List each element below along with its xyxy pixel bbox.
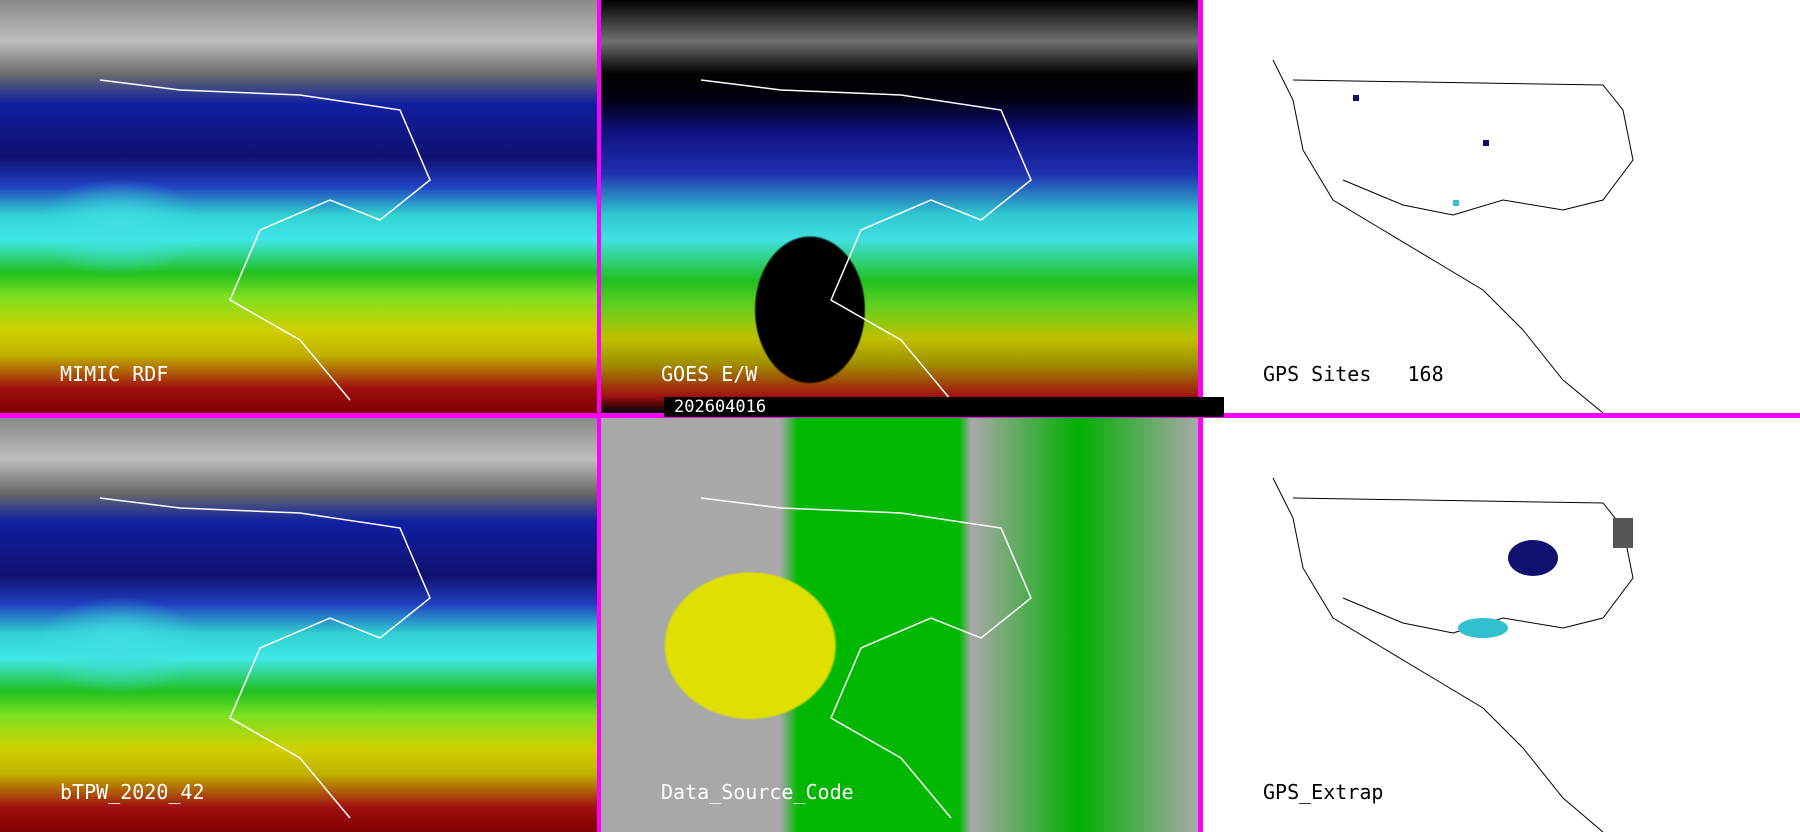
map-outline-overlay: [700, 79, 1032, 401]
map-outline-overlay: [99, 497, 431, 819]
map-outline: [1272, 59, 1634, 413]
map-outline-overlay: [99, 79, 431, 401]
panel-label: bTPW_2020_42: [60, 780, 205, 804]
goes-panel: GOES E/W: [601, 0, 1198, 413]
gps-extrap-panel: GPS_Extrap: [1203, 418, 1800, 832]
mimic-rdf-panel: MIMIC RDF: [0, 0, 597, 413]
data-source-code-panel: Data_Source_Code: [601, 418, 1198, 832]
panel-label: Data_Source_Code: [661, 780, 854, 804]
gps-sites-panel: GPS Sites 168: [1203, 0, 1800, 413]
site-count: 168: [1407, 362, 1444, 386]
timestamp-bar: 202604016: [664, 397, 1224, 417]
map-outline-overlay: [700, 497, 1032, 819]
map-outline: [1272, 477, 1634, 832]
panel-label: GPS_Extrap: [1263, 780, 1384, 804]
panel-label: GPS Sites 168: [1263, 362, 1444, 386]
btpw-panel: bTPW_2020_42: [0, 418, 597, 832]
panel-label: MIMIC RDF: [60, 362, 169, 386]
panel-label: GOES E/W: [661, 362, 758, 386]
